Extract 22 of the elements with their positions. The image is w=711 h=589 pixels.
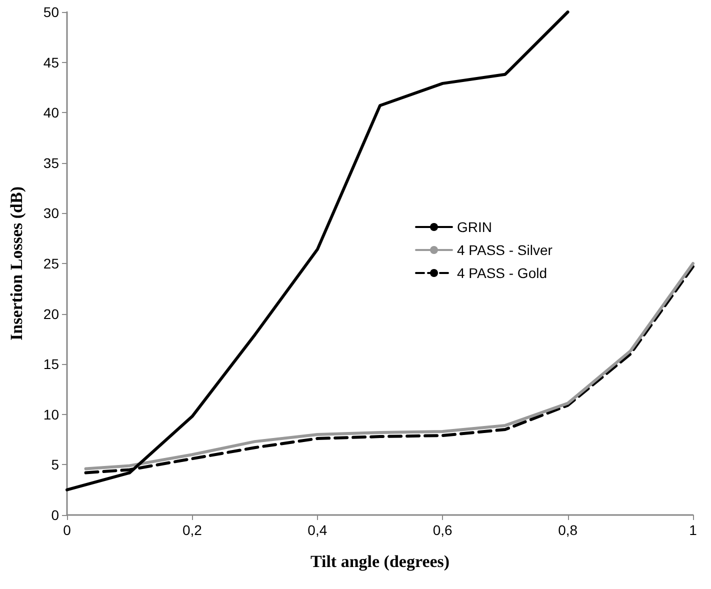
x-tick-label: 0,8 bbox=[558, 522, 578, 538]
y-axis-title: Insertion Losses (dB) bbox=[7, 186, 26, 340]
y-tick-label: 5 bbox=[51, 456, 60, 473]
y-tick-label: 45 bbox=[43, 54, 60, 70]
y-tick-label: 10 bbox=[43, 406, 60, 422]
y-tick-label: 35 bbox=[43, 154, 60, 171]
legend-label: 4 PASS - Silver bbox=[457, 242, 553, 258]
y-tick-label: 40 bbox=[43, 104, 60, 121]
x-tick-label: 0 bbox=[63, 522, 72, 538]
y-tick-label: 15 bbox=[43, 356, 60, 372]
y-tick-label: 0 bbox=[51, 507, 60, 523]
legend-label: GRIN bbox=[457, 219, 492, 235]
y-tick-label: 20 bbox=[43, 306, 60, 322]
x-tick-label: 0,6 bbox=[432, 522, 453, 538]
x-tick-label: 1 bbox=[689, 522, 698, 538]
legend-label: 4 PASS - Gold bbox=[457, 265, 548, 281]
x-tick-label: 0,2 bbox=[182, 522, 202, 538]
x-axis-title: Tilt angle (degrees) bbox=[310, 552, 450, 571]
y-tick-label: 25 bbox=[43, 256, 60, 272]
y-tick-label: 50 bbox=[43, 4, 60, 20]
y-tick-label: 30 bbox=[43, 205, 60, 222]
x-tick-label: 0,4 bbox=[308, 522, 328, 538]
